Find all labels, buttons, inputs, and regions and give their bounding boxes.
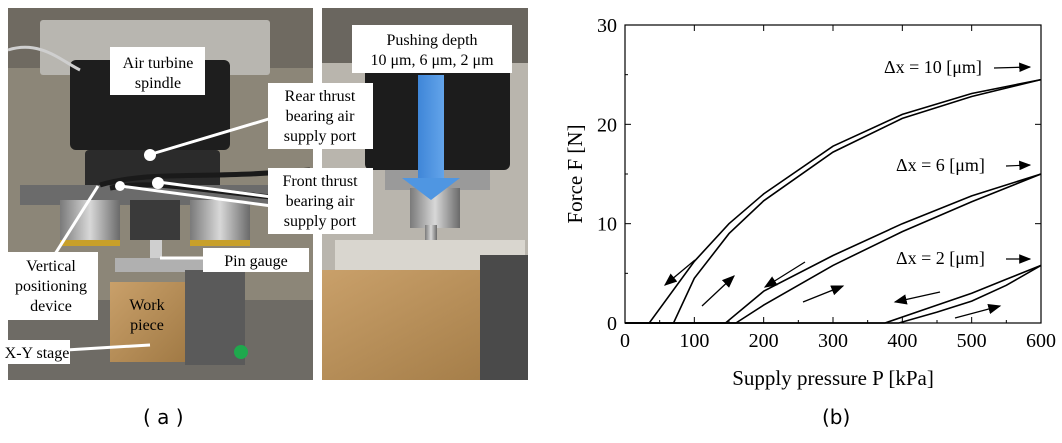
annotation-label: Δx = 2 [μm] [896,248,985,268]
series-0-unload-curve [625,78,1042,324]
vertical-line1: Vertical [26,258,76,275]
arrow-unload-10 [664,259,696,286]
vertical-line3: device [30,298,72,315]
label-vertical-positioning: Vertical positioning device [4,252,98,320]
arrow-load-10 [701,275,735,307]
y-axis-label: Force F [N] [563,124,587,223]
work-piece-line2: piece [130,317,164,334]
label-air-turbine: Air turbine spindle [110,47,205,95]
pin-gauge-text: Pin gauge [224,253,288,270]
y-tick-label: 20 [597,114,617,136]
label-rear-thrust: Rear thrust bearing air supply port [268,83,373,149]
series-annotations: Δx = 10 [μm] Δx = 6 [μm] Δx = 2 [μm] [884,57,1032,268]
caption-a: ( a ) [143,405,184,429]
y-tick-label: 10 [597,214,617,236]
front-thrust-line3: supply port [284,213,357,230]
rear-thrust-line1: Rear thrust [285,88,356,105]
label-front-thrust: Front thrust bearing air supply port [268,168,373,234]
annotation-label: Δx = 6 [μm] [896,155,985,175]
annotation-arrow [993,62,1032,73]
label-pushing-depth: Pushing depth 10 μm, 6 μm, 2 μm [352,25,512,73]
x-tick-label: 100 [679,330,709,352]
pushing-depth-line2: 10 μm, 6 μm, 2 μm [370,52,494,69]
arrow-load-2 [954,303,1002,319]
front-thrust-line1: Front thrust [282,173,358,190]
x-tick-label: 500 [957,330,987,352]
pushing-depth-arrow [402,75,460,200]
label-pin-gauge: Pin gauge [203,248,309,272]
air-turbine-line1: Air turbine [123,55,194,72]
caption-b: (b) [822,405,851,429]
rear-thrust-line3: supply port [284,128,357,145]
leader-lines [48,116,273,352]
x-tick-label: 400 [887,330,917,352]
series-0-load-curve [625,78,1042,324]
x-axis-label: Supply pressure P [kPa] [732,366,934,390]
y-tick-label: 0 [607,313,617,335]
annotation-arrow [1005,160,1032,171]
series-curves [625,78,1042,324]
vertical-line2: positioning [15,278,87,295]
work-piece-line1: Work [129,297,164,314]
direction-arrows [664,259,1002,319]
annotation-label: Δx = 10 [μm] [884,57,982,77]
series-2-unload-curve [625,264,1042,324]
front-thrust-line2: bearing air [286,193,356,210]
x-axis-ticks: 0 100 200 300 400 500 600 [620,25,1056,352]
force-pressure-chart: 0 100 200 300 400 500 600 0 10 20 30 Supply press… [563,15,1056,390]
x-tick-label: 600 [1026,330,1056,352]
rear-thrust-line2: bearing air [286,108,356,125]
label-work-piece: Work piece [129,297,164,334]
arrow-load-6 [802,285,845,303]
pushing-depth-line1: Pushing depth [386,32,477,49]
x-tick-label: 0 [620,330,630,352]
x-tick-label: 300 [818,330,848,352]
y-tick-label: 30 [597,15,617,37]
label-xy-stage: X-Y stage [4,340,70,364]
arrow-unload-2 [893,291,941,305]
xy-stage-text: X-Y stage [5,345,70,362]
arrow-unload-6 [763,261,806,288]
x-tick-label: 200 [749,330,779,352]
air-turbine-line2: spindle [135,75,181,92]
